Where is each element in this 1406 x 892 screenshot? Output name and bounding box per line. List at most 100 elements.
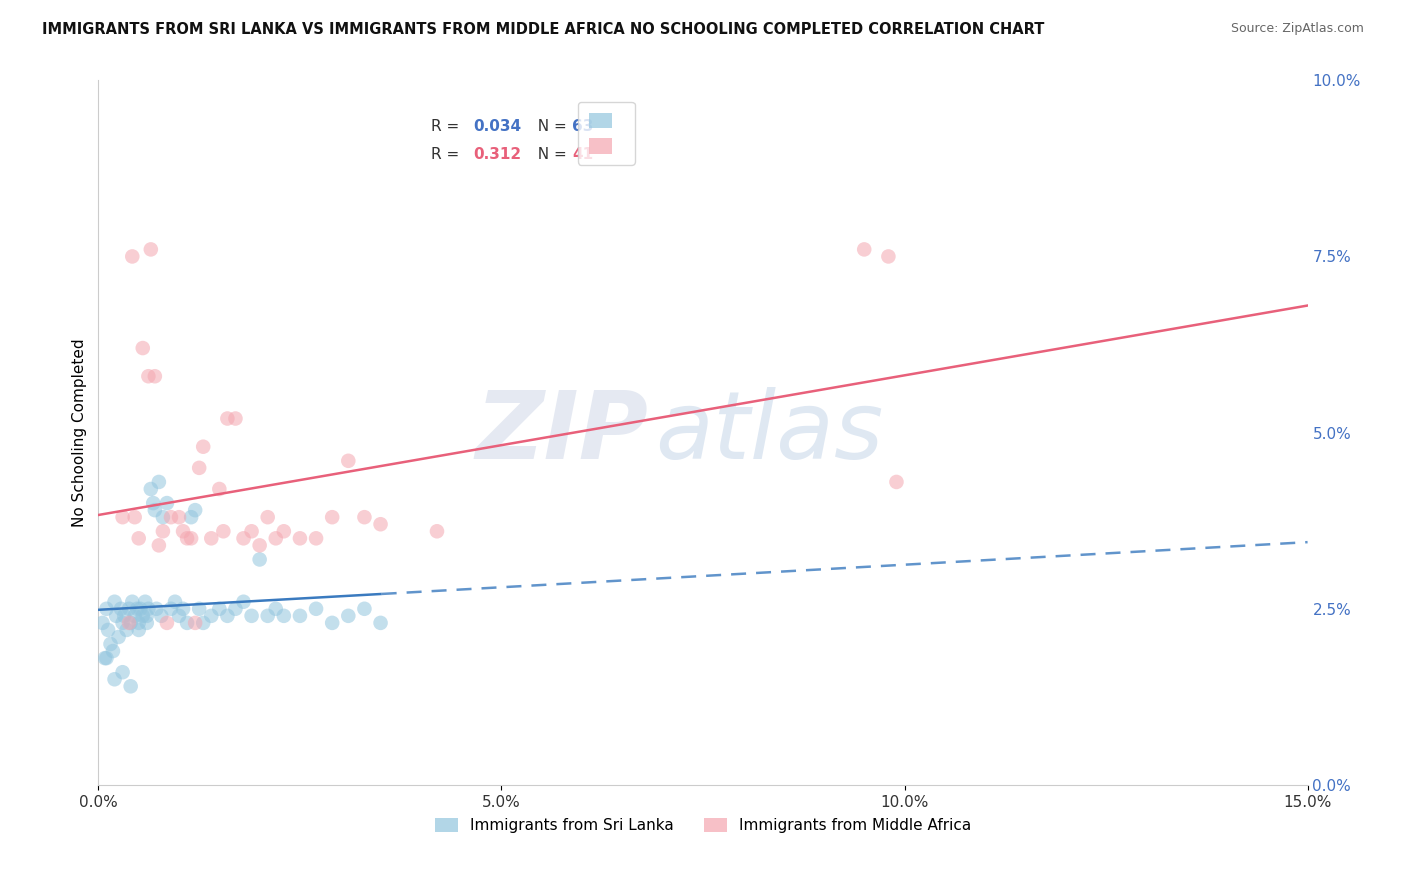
Point <box>101 644 124 658</box>
Point <box>100 637 122 651</box>
Point <box>91 615 114 630</box>
Point <box>217 411 239 425</box>
Point <box>240 524 263 539</box>
Point <box>853 243 876 257</box>
Point <box>249 538 271 552</box>
Point <box>111 665 134 680</box>
Text: Source: ZipAtlas.com: Source: ZipAtlas.com <box>1230 22 1364 36</box>
Point <box>96 601 118 615</box>
Point <box>143 503 166 517</box>
Point <box>176 615 198 630</box>
Point <box>163 595 186 609</box>
Point <box>353 601 375 615</box>
Point <box>132 341 155 355</box>
Point <box>240 608 263 623</box>
Point <box>135 608 157 623</box>
Point <box>886 475 908 489</box>
Point <box>138 601 160 615</box>
Point <box>188 601 211 615</box>
Point <box>110 601 132 615</box>
Point <box>134 595 156 609</box>
Point <box>120 679 142 693</box>
Point <box>142 496 165 510</box>
Point <box>103 595 125 609</box>
Point <box>305 601 328 615</box>
Point <box>353 510 375 524</box>
Point <box>321 510 343 524</box>
Point <box>97 623 120 637</box>
Point <box>167 608 190 623</box>
Point <box>264 532 287 546</box>
Point <box>180 510 202 524</box>
Point <box>156 615 179 630</box>
Point <box>224 601 246 615</box>
Point <box>160 510 183 524</box>
Point <box>111 510 134 524</box>
Point <box>256 510 278 524</box>
Text: IMMIGRANTS FROM SRI LANKA VS IMMIGRANTS FROM MIDDLE AFRICA NO SCHOOLING COMPLETE: IMMIGRANTS FROM SRI LANKA VS IMMIGRANTS … <box>42 22 1045 37</box>
Point <box>121 595 143 609</box>
Point <box>129 601 152 615</box>
Text: 0.034: 0.034 <box>474 119 522 134</box>
Point <box>877 250 900 264</box>
Point <box>132 608 155 623</box>
Point <box>370 615 392 630</box>
Point <box>193 440 215 454</box>
Point <box>200 608 222 623</box>
Point <box>288 532 311 546</box>
Point <box>208 482 231 496</box>
Point <box>305 532 328 546</box>
Point <box>337 454 360 468</box>
Point <box>152 524 174 539</box>
Point <box>167 510 190 524</box>
Text: 0.312: 0.312 <box>474 147 522 161</box>
Text: N =: N = <box>527 147 571 161</box>
Point <box>124 608 146 623</box>
Text: 41: 41 <box>572 147 593 161</box>
Point <box>208 601 231 615</box>
Point <box>256 608 278 623</box>
Point <box>128 623 150 637</box>
Point <box>145 601 167 615</box>
Point <box>115 623 138 637</box>
Point <box>156 496 179 510</box>
Point <box>118 601 141 615</box>
Point <box>139 243 162 257</box>
Point <box>212 524 235 539</box>
Point <box>96 651 118 665</box>
Point <box>217 608 239 623</box>
Text: 63: 63 <box>572 119 593 134</box>
Text: R =: R = <box>432 119 464 134</box>
Point <box>426 524 449 539</box>
Point <box>337 608 360 623</box>
Point <box>172 524 194 539</box>
Point <box>128 532 150 546</box>
Point <box>176 532 198 546</box>
Point <box>111 615 134 630</box>
Point <box>150 608 173 623</box>
Point <box>180 532 202 546</box>
Point <box>172 601 194 615</box>
Point <box>370 517 392 532</box>
Point <box>288 608 311 623</box>
Point <box>188 461 211 475</box>
Point <box>148 538 170 552</box>
Point <box>160 601 183 615</box>
Point <box>127 601 149 615</box>
Point <box>148 475 170 489</box>
Point <box>273 608 295 623</box>
Point <box>112 608 135 623</box>
Point <box>94 651 117 665</box>
Point <box>120 615 142 630</box>
Legend: Immigrants from Sri Lanka, Immigrants from Middle Africa: Immigrants from Sri Lanka, Immigrants fr… <box>427 811 979 841</box>
Point <box>138 369 160 384</box>
Point <box>224 411 246 425</box>
Point <box>139 482 162 496</box>
Text: N =: N = <box>527 119 571 134</box>
Point <box>249 552 271 566</box>
Point <box>264 601 287 615</box>
Point <box>121 250 143 264</box>
Point <box>152 510 174 524</box>
Point <box>135 615 157 630</box>
Text: atlas: atlas <box>655 387 883 478</box>
